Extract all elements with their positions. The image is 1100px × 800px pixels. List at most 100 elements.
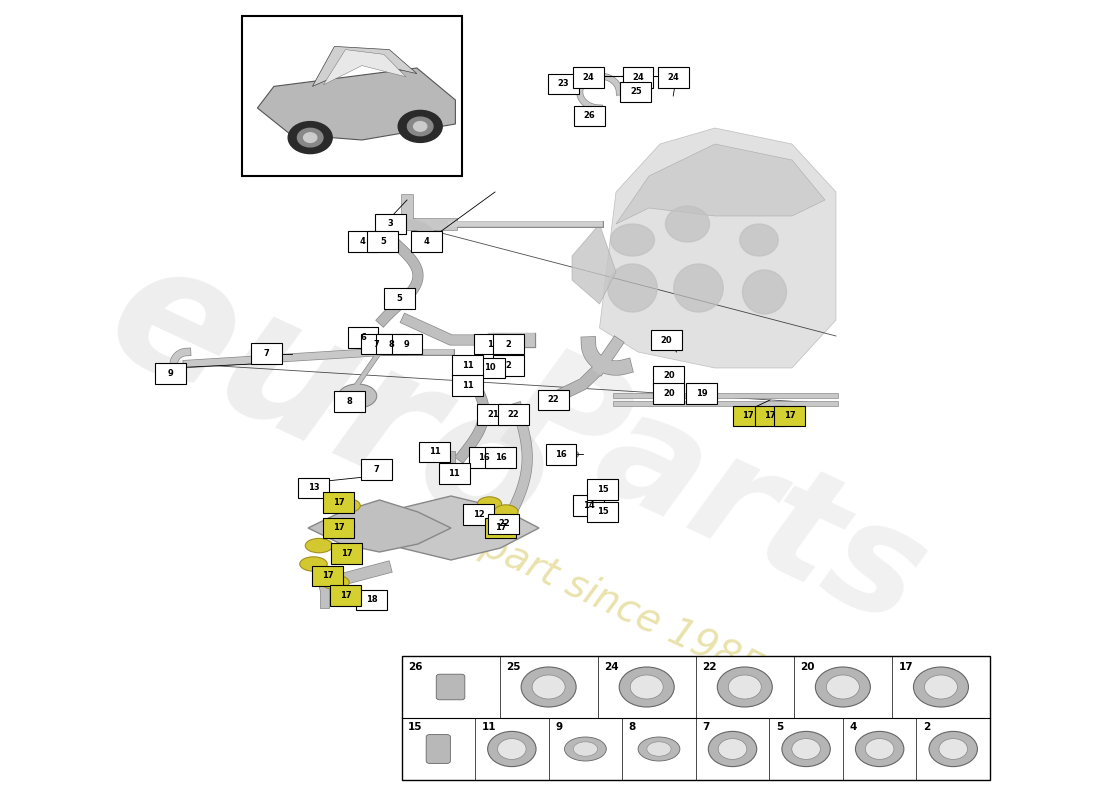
- Circle shape: [708, 731, 757, 766]
- Ellipse shape: [477, 497, 502, 511]
- FancyBboxPatch shape: [733, 406, 763, 426]
- Text: 14: 14: [583, 501, 594, 510]
- Text: 17: 17: [495, 523, 506, 533]
- Ellipse shape: [573, 742, 597, 756]
- FancyBboxPatch shape: [323, 492, 354, 513]
- Text: 7: 7: [373, 465, 380, 474]
- FancyBboxPatch shape: [573, 495, 604, 516]
- FancyBboxPatch shape: [587, 502, 618, 522]
- Text: a part since 1985: a part since 1985: [442, 511, 768, 689]
- Circle shape: [782, 731, 830, 766]
- Text: 15: 15: [597, 507, 608, 517]
- Circle shape: [815, 667, 870, 707]
- FancyBboxPatch shape: [587, 479, 618, 500]
- FancyBboxPatch shape: [348, 327, 378, 348]
- Text: 4: 4: [849, 722, 857, 732]
- Text: 16: 16: [495, 453, 506, 462]
- Ellipse shape: [673, 264, 724, 312]
- Circle shape: [532, 675, 565, 699]
- Circle shape: [304, 133, 317, 142]
- Circle shape: [630, 675, 663, 699]
- Circle shape: [288, 122, 332, 154]
- FancyBboxPatch shape: [155, 363, 186, 384]
- FancyBboxPatch shape: [620, 82, 651, 102]
- Circle shape: [619, 667, 674, 707]
- FancyBboxPatch shape: [573, 67, 604, 88]
- Circle shape: [856, 731, 904, 766]
- FancyBboxPatch shape: [653, 366, 684, 386]
- Text: 22: 22: [498, 519, 509, 529]
- Text: 18: 18: [366, 595, 377, 605]
- FancyBboxPatch shape: [331, 543, 362, 564]
- Polygon shape: [363, 496, 539, 560]
- FancyBboxPatch shape: [658, 67, 689, 88]
- Polygon shape: [312, 46, 417, 86]
- FancyBboxPatch shape: [375, 214, 406, 234]
- Text: 8: 8: [388, 339, 395, 349]
- Text: 17: 17: [322, 571, 333, 581]
- Text: 17: 17: [742, 411, 754, 421]
- Circle shape: [521, 667, 576, 707]
- Text: 10: 10: [484, 363, 495, 373]
- FancyBboxPatch shape: [367, 231, 398, 252]
- FancyBboxPatch shape: [477, 404, 508, 425]
- Text: 17: 17: [333, 498, 344, 507]
- Text: 13: 13: [308, 483, 319, 493]
- Text: 15: 15: [597, 485, 608, 494]
- FancyBboxPatch shape: [452, 355, 483, 376]
- Text: 22: 22: [703, 662, 717, 672]
- FancyBboxPatch shape: [323, 518, 354, 538]
- Circle shape: [826, 675, 859, 699]
- FancyBboxPatch shape: [361, 459, 392, 480]
- Text: 9: 9: [556, 722, 562, 732]
- Text: 3: 3: [387, 219, 394, 229]
- FancyBboxPatch shape: [376, 334, 407, 354]
- FancyBboxPatch shape: [419, 442, 450, 462]
- Text: 17: 17: [784, 411, 795, 421]
- Text: 22: 22: [508, 410, 519, 419]
- Text: 24: 24: [604, 662, 619, 672]
- Text: 20: 20: [663, 371, 674, 381]
- Ellipse shape: [666, 206, 710, 242]
- FancyBboxPatch shape: [356, 590, 387, 610]
- Text: 16: 16: [556, 450, 566, 459]
- Text: 7: 7: [703, 722, 710, 732]
- Text: 17: 17: [340, 590, 351, 600]
- Circle shape: [924, 675, 957, 699]
- Text: 24: 24: [668, 73, 679, 82]
- Text: 7: 7: [373, 339, 380, 349]
- Text: 11: 11: [449, 469, 460, 478]
- FancyBboxPatch shape: [361, 334, 392, 354]
- Polygon shape: [572, 224, 616, 304]
- Text: 17: 17: [899, 662, 913, 672]
- Ellipse shape: [742, 270, 786, 314]
- Text: 2: 2: [505, 361, 512, 370]
- Text: 6: 6: [360, 333, 366, 342]
- Circle shape: [297, 128, 323, 147]
- Text: 11: 11: [482, 722, 496, 732]
- Polygon shape: [308, 500, 451, 552]
- Circle shape: [580, 107, 597, 120]
- Text: 24: 24: [632, 73, 644, 82]
- Circle shape: [717, 667, 772, 707]
- Text: 11: 11: [462, 381, 473, 390]
- Circle shape: [398, 110, 442, 142]
- Text: 5: 5: [379, 237, 386, 246]
- FancyBboxPatch shape: [330, 585, 361, 606]
- Circle shape: [792, 738, 821, 759]
- Text: 9: 9: [167, 369, 174, 378]
- Text: 26: 26: [584, 111, 595, 121]
- Circle shape: [939, 738, 968, 759]
- FancyBboxPatch shape: [493, 355, 524, 376]
- FancyBboxPatch shape: [488, 514, 519, 534]
- Text: 25: 25: [630, 87, 641, 97]
- FancyBboxPatch shape: [463, 504, 494, 525]
- FancyBboxPatch shape: [538, 390, 569, 410]
- Circle shape: [930, 731, 978, 766]
- Text: 2: 2: [923, 722, 931, 732]
- FancyBboxPatch shape: [651, 330, 682, 350]
- Text: 15: 15: [408, 722, 422, 732]
- Polygon shape: [323, 50, 406, 85]
- Text: 20: 20: [663, 389, 674, 398]
- Text: 8: 8: [346, 397, 353, 406]
